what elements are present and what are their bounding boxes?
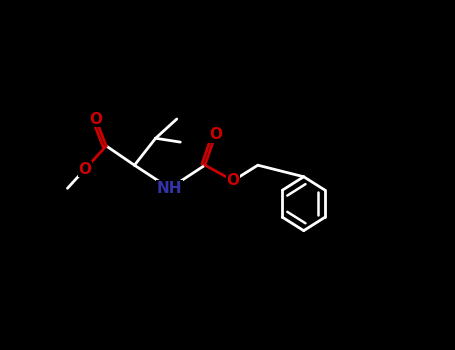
Text: NH: NH xyxy=(157,181,182,196)
Text: O: O xyxy=(227,173,240,188)
Text: O: O xyxy=(89,112,102,126)
Text: O: O xyxy=(79,162,91,176)
Text: O: O xyxy=(209,127,222,142)
